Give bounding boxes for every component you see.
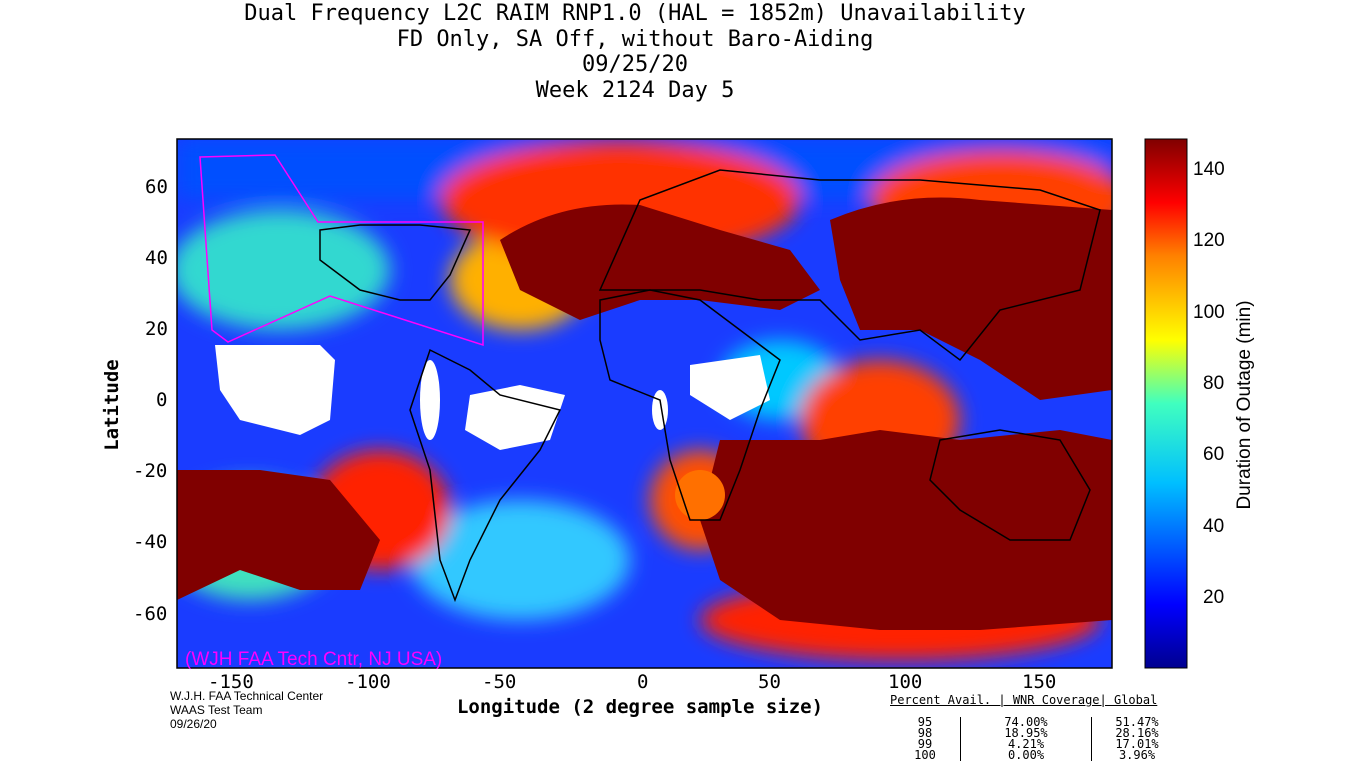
stats-global: 51.47% xyxy=(1091,716,1182,728)
stats-row: 100 0.00% 3.96% xyxy=(890,748,1182,762)
stats-wnr: 4.21% xyxy=(960,738,1091,750)
colorbar-tick: 20 xyxy=(1203,587,1225,608)
stats-pct: 98 xyxy=(917,726,933,740)
x-tick: 150 xyxy=(1022,671,1057,693)
x-axis-label: Longitude (2 degree sample size) xyxy=(457,696,823,718)
colorbar xyxy=(1144,138,1188,669)
title-line-1: Dual Frequency L2C RAIM RNP1.0 (HAL = 18… xyxy=(244,1,1026,26)
colorbar-tick: 40 xyxy=(1203,516,1225,537)
y-tick: 0 xyxy=(156,389,168,411)
y-tick: 20 xyxy=(145,318,168,340)
y-tick: 40 xyxy=(145,247,168,269)
footer-date: 09/26/20 xyxy=(170,717,217,731)
title-line-4: Week 2124 Day 5 xyxy=(535,78,735,103)
colorbar-tick: 80 xyxy=(1203,373,1225,394)
y-tick: -20 xyxy=(133,460,168,482)
stats-wnr: 74.00% xyxy=(960,716,1091,728)
stats-row: 95 74.00% 51.47% xyxy=(890,715,1182,729)
footer-org: W.J.H. FAA Technical Center xyxy=(170,689,324,703)
stats-row: 98 18.95% 28.16% xyxy=(890,726,1182,740)
heatmap xyxy=(177,139,1112,668)
stats-table: Percent Avail. | WNR Coverage| Global 95… xyxy=(890,684,1182,772)
title-line-3: 09/25/20 xyxy=(582,52,688,77)
stats-global: 17.01% xyxy=(1091,738,1182,750)
x-tick: -100 xyxy=(345,671,391,693)
stats-global: 3.96% xyxy=(1091,749,1182,761)
y-tick: 60 xyxy=(145,176,168,198)
x-tick: -150 xyxy=(208,671,254,693)
title-line-2: FD Only, SA Off, without Baro-Aiding xyxy=(396,27,874,52)
colorbar-tick: 60 xyxy=(1203,444,1225,465)
stats-pct: 100 xyxy=(914,748,936,762)
y-tick: -40 xyxy=(133,531,168,553)
colorbar-tick: 120 xyxy=(1193,230,1225,251)
stats-pct: 95 xyxy=(917,715,933,729)
stats-wnr: 0.00% xyxy=(960,749,1091,761)
colorbar-tick: 140 xyxy=(1193,159,1225,180)
y-axis-label: Latitude xyxy=(101,359,123,451)
colorbar-label: Duration of Outage (min) xyxy=(1234,300,1255,509)
x-tick: -50 xyxy=(482,671,517,693)
footer-team: WAAS Test Team xyxy=(170,703,263,717)
x-tick: 100 xyxy=(888,671,923,693)
stats-row: 99 4.21% 17.01% xyxy=(890,737,1182,751)
x-tick: 0 xyxy=(637,671,649,693)
stats-pct: 99 xyxy=(917,737,933,751)
outage-map: Duration of Outage (min) Latitude Longit… xyxy=(101,138,1255,718)
y-tick: -60 xyxy=(133,603,168,625)
colorbar-tick: 100 xyxy=(1193,302,1225,323)
stats-global: 28.16% xyxy=(1091,727,1182,739)
x-tick: 50 xyxy=(758,671,781,693)
stats-header: Percent Avail. | WNR Coverage| Global xyxy=(890,693,1158,707)
footer: W.J.H. FAA Technical Center WAAS Test Te… xyxy=(170,689,323,731)
stats-wnr: 18.95% xyxy=(960,727,1091,739)
watermark: (WJH FAA Tech Cntr, NJ USA) xyxy=(185,649,442,670)
waas-coverage-boundary xyxy=(199,154,484,347)
